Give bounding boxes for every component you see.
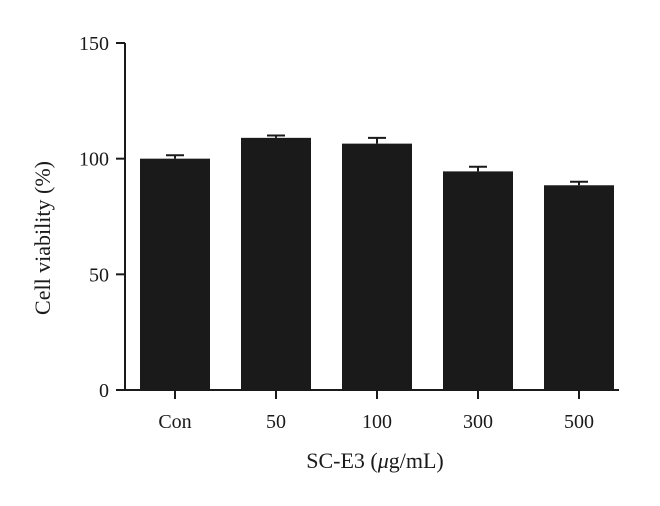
x-axis-ticks: Con 50 100 300 500	[158, 390, 594, 433]
y-axis-ticks: 0 50 100 150	[79, 33, 125, 402]
bar-500	[544, 185, 614, 390]
x-tick-label: Con	[158, 411, 191, 433]
x-tick-label: 500	[564, 411, 594, 433]
bar-300	[443, 171, 513, 390]
bar-100	[342, 143, 412, 390]
x-tick-label: 300	[463, 411, 493, 433]
y-tick-label: 150	[79, 33, 109, 55]
bar-50	[241, 137, 311, 390]
y-tick-label: 50	[89, 264, 109, 286]
bars	[140, 134, 614, 390]
x-tick-label: 100	[362, 411, 392, 433]
bar-Con	[140, 158, 210, 390]
x-tick-label: 50	[266, 411, 286, 433]
y-tick-label: 0	[99, 380, 109, 402]
x-axis-title: SC-E3 (μg/mL)	[306, 448, 444, 473]
y-axis-title: Cell viability (%)	[30, 161, 55, 315]
y-tick-label: 100	[79, 149, 109, 171]
